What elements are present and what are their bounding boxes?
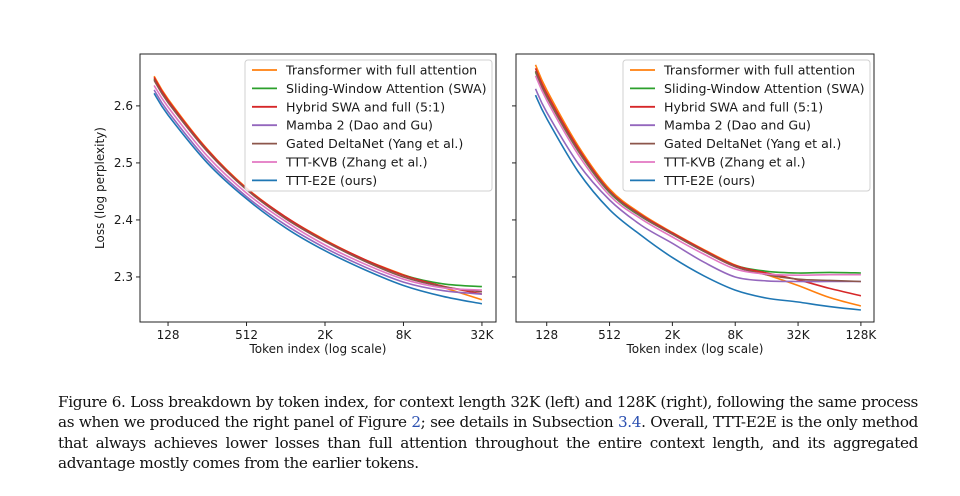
legend-label: Hybrid SWA and full (5:1) xyxy=(286,99,445,114)
legend-item: Transformer with full attention xyxy=(252,63,477,78)
caption-text: ; see details in Subsection xyxy=(420,413,618,432)
x-axis-label: Token index (log scale) xyxy=(626,342,764,356)
series-line-ttt-kvb-zhang-et-al xyxy=(534,75,861,277)
series-line-hybrid-swa-and-full-5-1 xyxy=(534,67,862,297)
y-tick-label: 2.6 xyxy=(114,99,133,113)
legend-label: Hybrid SWA and full (5:1) xyxy=(664,99,823,114)
caption-text: Figure 6. Loss breakdown by token index,… xyxy=(58,393,918,432)
legend-label: Mamba 2 (Dao and Gu) xyxy=(664,118,811,133)
legend-item: TTT-KVB (Zhang et al.) xyxy=(252,155,428,170)
series-line-ttt-kvb-zhang-et-al xyxy=(153,84,482,291)
x-tick-label: 2K xyxy=(317,328,334,342)
caption-reference-link[interactable]: 3.4 xyxy=(617,413,642,432)
legend-label: Mamba 2 (Dao and Gu) xyxy=(286,118,433,133)
y-tick-label: 2.4 xyxy=(114,213,133,227)
series-line-ttt-e2e-ours xyxy=(534,94,861,311)
x-tick-label: 128 xyxy=(157,328,180,342)
x-tick-label: 128 xyxy=(535,328,558,342)
x-tick-label: 2K xyxy=(665,328,682,342)
y-tick-label: 2.3 xyxy=(114,270,133,284)
legend-item: Hybrid SWA and full (5:1) xyxy=(630,99,823,114)
legend-item: TTT-E2E (ours) xyxy=(252,173,377,188)
legend-item: Gated DeltaNet (Yang et al.) xyxy=(630,136,841,151)
figure: 128 512 2K 8K 32K 2.3 2.4 2.5 2.6 Token index (lo… xyxy=(93,53,878,356)
legend-item: TTT-E2E (ours) xyxy=(630,173,755,188)
x-tick-label: 32K xyxy=(786,328,810,342)
y-axis-label: Loss (log perplexity) xyxy=(93,127,107,249)
y-tick-label: 2.5 xyxy=(114,156,133,170)
legend: Transformer with full attention Sliding-W… xyxy=(622,59,871,192)
series-line-gated-deltanet-yang-et-al xyxy=(534,70,861,283)
x-tick-label: 512 xyxy=(235,328,258,342)
axes-frame xyxy=(515,53,875,323)
legend-item: Gated DeltaNet (Yang et al.) xyxy=(252,136,463,151)
series-line-mamba-2-dao-and-gu xyxy=(534,88,861,283)
legend-item: Mamba 2 (Dao and Gu) xyxy=(630,118,811,133)
caption-reference-link[interactable]: 2 xyxy=(411,413,421,432)
legend-label: Transformer with full attention xyxy=(285,63,477,78)
legend-label: Transformer with full attention xyxy=(663,63,855,78)
x-axis-label: Token index (log scale) xyxy=(249,342,387,356)
legend-label: Gated DeltaNet (Yang et al.) xyxy=(286,136,463,151)
legend-label: TTT-KVB (Zhang et al.) xyxy=(663,155,806,170)
legend-item: Sliding-Window Attention (SWA) xyxy=(630,81,864,96)
legend-item: Transformer with full attention xyxy=(630,63,855,78)
series-line-hybrid-swa-and-full-5-1 xyxy=(153,76,483,295)
legend-label: Sliding-Window Attention (SWA) xyxy=(286,81,486,96)
legend-item: Hybrid SWA and full (5:1) xyxy=(252,99,445,114)
legend-label: TTT-KVB (Zhang et al.) xyxy=(285,155,428,170)
legend-item: Mamba 2 (Dao and Gu) xyxy=(252,118,433,133)
left-panel-32k: 128 512 2K 8K 32K 2.3 2.4 2.5 2.6 Token index (lo… xyxy=(93,53,497,356)
series-line-mamba-2-dao-and-gu xyxy=(153,89,482,295)
legend-item: TTT-KVB (Zhang et al.) xyxy=(630,155,806,170)
x-tick-label: 8K xyxy=(396,328,413,342)
legend-label: TTT-E2E (ours) xyxy=(663,173,755,188)
x-tick-label: 8K xyxy=(727,328,744,342)
legend-label: Gated DeltaNet (Yang et al.) xyxy=(664,136,841,151)
caption-text: . Overall, TTT-E2E is the only method th… xyxy=(58,413,918,473)
legend-label: TTT-E2E (ours) xyxy=(285,173,377,188)
legend: Transformer with full attention Sliding-W… xyxy=(244,59,493,192)
legend-box xyxy=(244,59,493,192)
series-line-ttt-e2e-ours xyxy=(153,92,483,305)
series-line-gated-deltanet-yang-et-al xyxy=(153,79,483,293)
x-tick-label: 512 xyxy=(598,328,621,342)
axes-frame xyxy=(139,53,497,323)
x-tick-label: 128K xyxy=(846,328,878,342)
legend-box xyxy=(622,59,871,192)
figure-caption: Figure 6. Loss breakdown by token index,… xyxy=(58,392,918,474)
right-panel-128k: 128 512 2K 8K 32K 128K Token index (log scale)… xyxy=(512,53,878,356)
legend-label: Sliding-Window Attention (SWA) xyxy=(664,81,864,96)
x-tick-label: 32K xyxy=(470,328,494,342)
legend-item: Sliding-Window Attention (SWA) xyxy=(252,81,486,96)
